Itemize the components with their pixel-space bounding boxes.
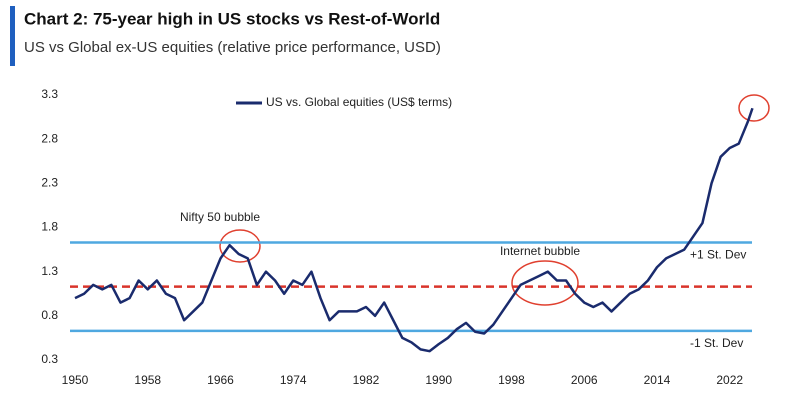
x-tick-label: 1950 [62, 373, 89, 387]
x-tick-label: 1998 [498, 373, 525, 387]
x-tick-label: 2014 [644, 373, 671, 387]
chart-subtitle: US vs Global ex-US equities (relative pr… [24, 39, 441, 56]
legend-label: US vs. Global equities (US$ terms) [266, 95, 452, 109]
series-line [74, 107, 754, 353]
y-tick-label: 1.8 [41, 220, 58, 234]
x-tick-label: 1982 [353, 373, 380, 387]
x-tick-label: 2006 [571, 373, 598, 387]
highlight-circle [219, 229, 261, 263]
highlight-circle [511, 260, 579, 306]
reference-label: +1 St. Dev [690, 248, 746, 262]
annotation: Internet bubble [500, 244, 580, 258]
x-tick-label: 1990 [425, 373, 452, 387]
y-tick-label: 0.8 [41, 308, 58, 322]
x-tick-label: 1966 [207, 373, 234, 387]
y-tick-label: 3.3 [41, 87, 58, 101]
x-tick-label: 2022 [716, 373, 743, 387]
y-tick-label: 0.3 [41, 352, 58, 366]
y-tick-label: 2.8 [41, 131, 58, 145]
annotation: Nifty 50 bubble [180, 210, 260, 224]
chart-title: Chart 2: 75-year high in US stocks vs Re… [24, 9, 440, 28]
title-bar [10, 6, 15, 66]
x-tick-label: 1958 [134, 373, 161, 387]
y-tick-label: 1.3 [41, 264, 58, 278]
reference-label: -1 St. Dev [690, 336, 743, 350]
y-tick-label: 2.3 [41, 176, 58, 190]
highlight-circle [738, 94, 770, 122]
x-tick-label: 1974 [280, 373, 307, 387]
